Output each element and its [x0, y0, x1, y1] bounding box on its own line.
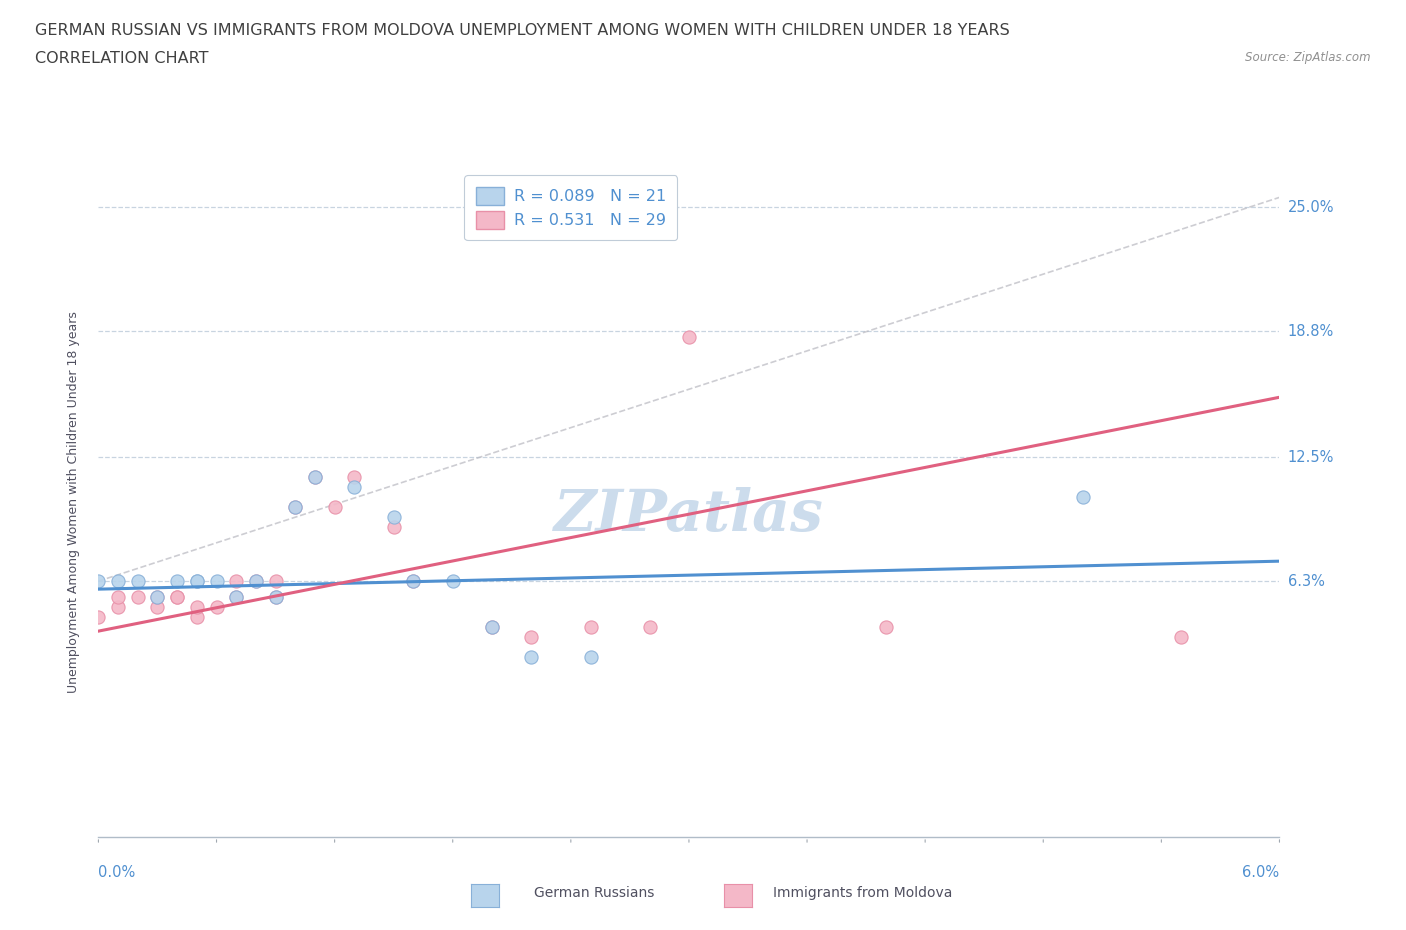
Point [382, 510, 405, 525]
Point [520, 650, 543, 665]
Text: 0.0%: 0.0% [98, 865, 135, 880]
Point [107, 574, 129, 589]
Point [678, 330, 700, 345]
Text: CORRELATION CHART: CORRELATION CHART [35, 51, 208, 66]
Point [264, 590, 287, 604]
Point [264, 590, 287, 604]
Text: GERMAN RUSSIAN VS IMMIGRANTS FROM MOLDOVA UNEMPLOYMENT AMONG WOMEN WITH CHILDREN: GERMAN RUSSIAN VS IMMIGRANTS FROM MOLDOV… [35, 23, 1010, 38]
Point [127, 590, 149, 604]
Point [107, 590, 129, 604]
Point [225, 590, 247, 604]
Point [284, 499, 307, 514]
Point [264, 574, 287, 589]
Point [402, 574, 425, 589]
Point [107, 600, 129, 615]
Point [402, 574, 425, 589]
Point [186, 574, 208, 589]
Point [343, 480, 366, 495]
Point [146, 590, 169, 604]
Point [343, 470, 366, 485]
Text: 6.3%: 6.3% [1288, 574, 1324, 589]
Point [245, 574, 267, 589]
Point [225, 590, 247, 604]
Point [481, 619, 503, 634]
Point [205, 600, 228, 615]
Point [579, 650, 602, 665]
Text: ZIPatlas: ZIPatlas [554, 487, 824, 544]
Text: 18.8%: 18.8% [1288, 324, 1334, 339]
Text: 6.0%: 6.0% [1243, 865, 1279, 880]
Point [186, 574, 208, 589]
Point [146, 600, 169, 615]
Point [166, 574, 188, 589]
Point [205, 574, 228, 589]
Point [186, 600, 208, 615]
Point [146, 590, 169, 604]
Point [323, 499, 346, 514]
Point [875, 619, 897, 634]
Point [304, 470, 326, 485]
Point [225, 574, 247, 589]
Point [245, 574, 267, 589]
Point [166, 590, 188, 604]
Point [127, 574, 149, 589]
Point [284, 499, 307, 514]
Point [520, 630, 543, 644]
Legend: R = 0.089   N = 21, R = 0.531   N = 29: R = 0.089 N = 21, R = 0.531 N = 29 [464, 176, 678, 240]
Point [166, 590, 188, 604]
Point [579, 619, 602, 634]
Point [87, 574, 110, 589]
Text: German Russians: German Russians [534, 885, 655, 900]
Point [481, 619, 503, 634]
Point [1071, 490, 1094, 505]
Y-axis label: Unemployment Among Women with Children Under 18 years: Unemployment Among Women with Children U… [67, 312, 80, 693]
Point [304, 470, 326, 485]
Text: 12.5%: 12.5% [1288, 450, 1334, 465]
Point [441, 574, 464, 589]
Point [87, 610, 110, 625]
Point [382, 520, 405, 535]
Point [638, 619, 661, 634]
Text: 25.0%: 25.0% [1288, 200, 1334, 215]
Text: Immigrants from Moldova: Immigrants from Moldova [773, 885, 953, 900]
Text: Source: ZipAtlas.com: Source: ZipAtlas.com [1246, 51, 1371, 64]
Point [186, 610, 208, 625]
Point [1170, 630, 1192, 644]
